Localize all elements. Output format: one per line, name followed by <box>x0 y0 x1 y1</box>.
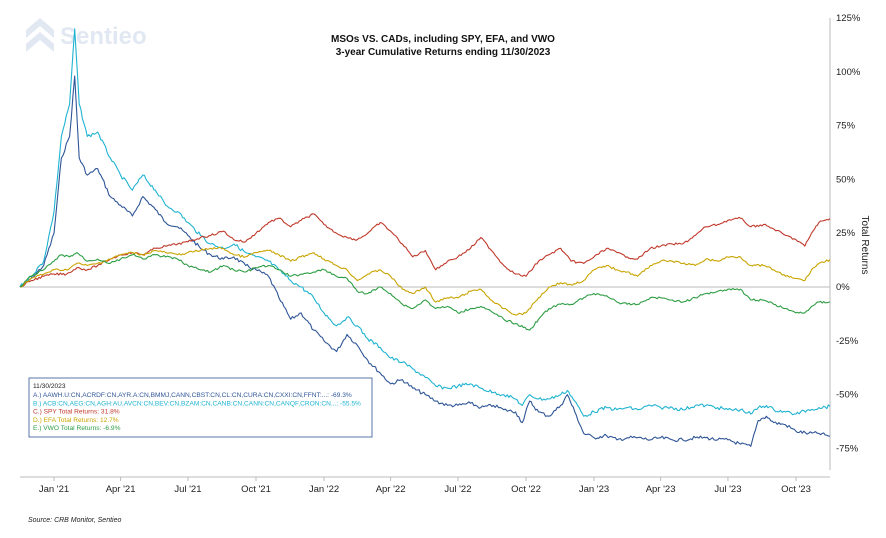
y-tick-label: 0% <box>836 282 850 293</box>
y-tick-label: 100% <box>836 67 861 78</box>
x-tick-label: Jan '22 <box>309 484 339 495</box>
y-tick-label: 75% <box>836 121 856 132</box>
x-tick-label: Oct '21 <box>241 484 271 495</box>
legend-header: 11/30/2023 <box>33 383 66 390</box>
x-axis-ticks: Jan '21 Apr '21 Jul '21 Oct '21 Jan '22 Apr '… <box>39 477 811 495</box>
y-tick-label: 125% <box>836 13 861 24</box>
x-tick-label: Apr '23 <box>646 484 676 495</box>
x-tick-label: Apr '21 <box>106 484 136 495</box>
source-note: Source: CRB Monitor, Sentieo <box>28 517 121 524</box>
x-tick-label: Jul '21 <box>174 484 201 495</box>
x-tick-label: Apr '22 <box>376 484 406 495</box>
legend-entry: C.) SPY Total Returns: 31.8% <box>33 409 120 416</box>
x-tick-label: Oct '22 <box>511 484 541 495</box>
x-tick-label: Jan '21 <box>39 484 69 495</box>
chart-title: MSOs VS. CADs, including SPY, EFA, and V… <box>331 34 555 45</box>
legend: 11/30/2023 A.) AAWH.U:CN,ACRDF:CN,AYR.A:… <box>28 377 373 438</box>
sentieo-logo-icon <box>26 18 54 52</box>
y-tick-label: 50% <box>836 174 856 185</box>
legend-entry: D.) EFA Total Returns: 12.7% <box>33 417 119 424</box>
x-tick-label: Jul '22 <box>444 484 471 495</box>
legend-entry: E.) VWO Total Returns: -6.9% <box>33 425 121 432</box>
y-tick-label: -50% <box>836 390 859 401</box>
x-tick-label: Jan '23 <box>579 484 609 495</box>
y-tick-label: -25% <box>836 336 859 347</box>
sentieo-logo: Sentieo <box>26 18 147 52</box>
x-tick-label: Oct '23 <box>781 484 811 495</box>
y-axis-label: Total Returns <box>859 216 870 275</box>
legend-entry: A.) AAWH.U:CN,ACRDF:CN,AYR.A:CN,BMMJ,CAN… <box>33 392 352 399</box>
legend-box <box>28 377 373 438</box>
series-line-c <box>19 213 831 288</box>
y-tick-label: 25% <box>836 228 856 239</box>
x-tick-label: Jul '23 <box>714 484 741 495</box>
series-line-d <box>19 246 831 316</box>
chart-subtitle: 3-year Cumulative Returns ending 11/30/2… <box>336 47 551 58</box>
y-tick-label: -75% <box>836 443 859 454</box>
y-axis-ticks: 125% 100% 75% 50% 25% 0% -25% -50% -75% <box>836 13 861 454</box>
series-lines <box>19 28 831 447</box>
legend-entry: B.) ACB:CN,AEG:CN,AGH:AU,AVCN:CN,BEV:CN,… <box>33 400 361 407</box>
series-line-e <box>19 252 831 331</box>
series-line-a <box>19 75 831 447</box>
series-line-b <box>19 28 831 417</box>
